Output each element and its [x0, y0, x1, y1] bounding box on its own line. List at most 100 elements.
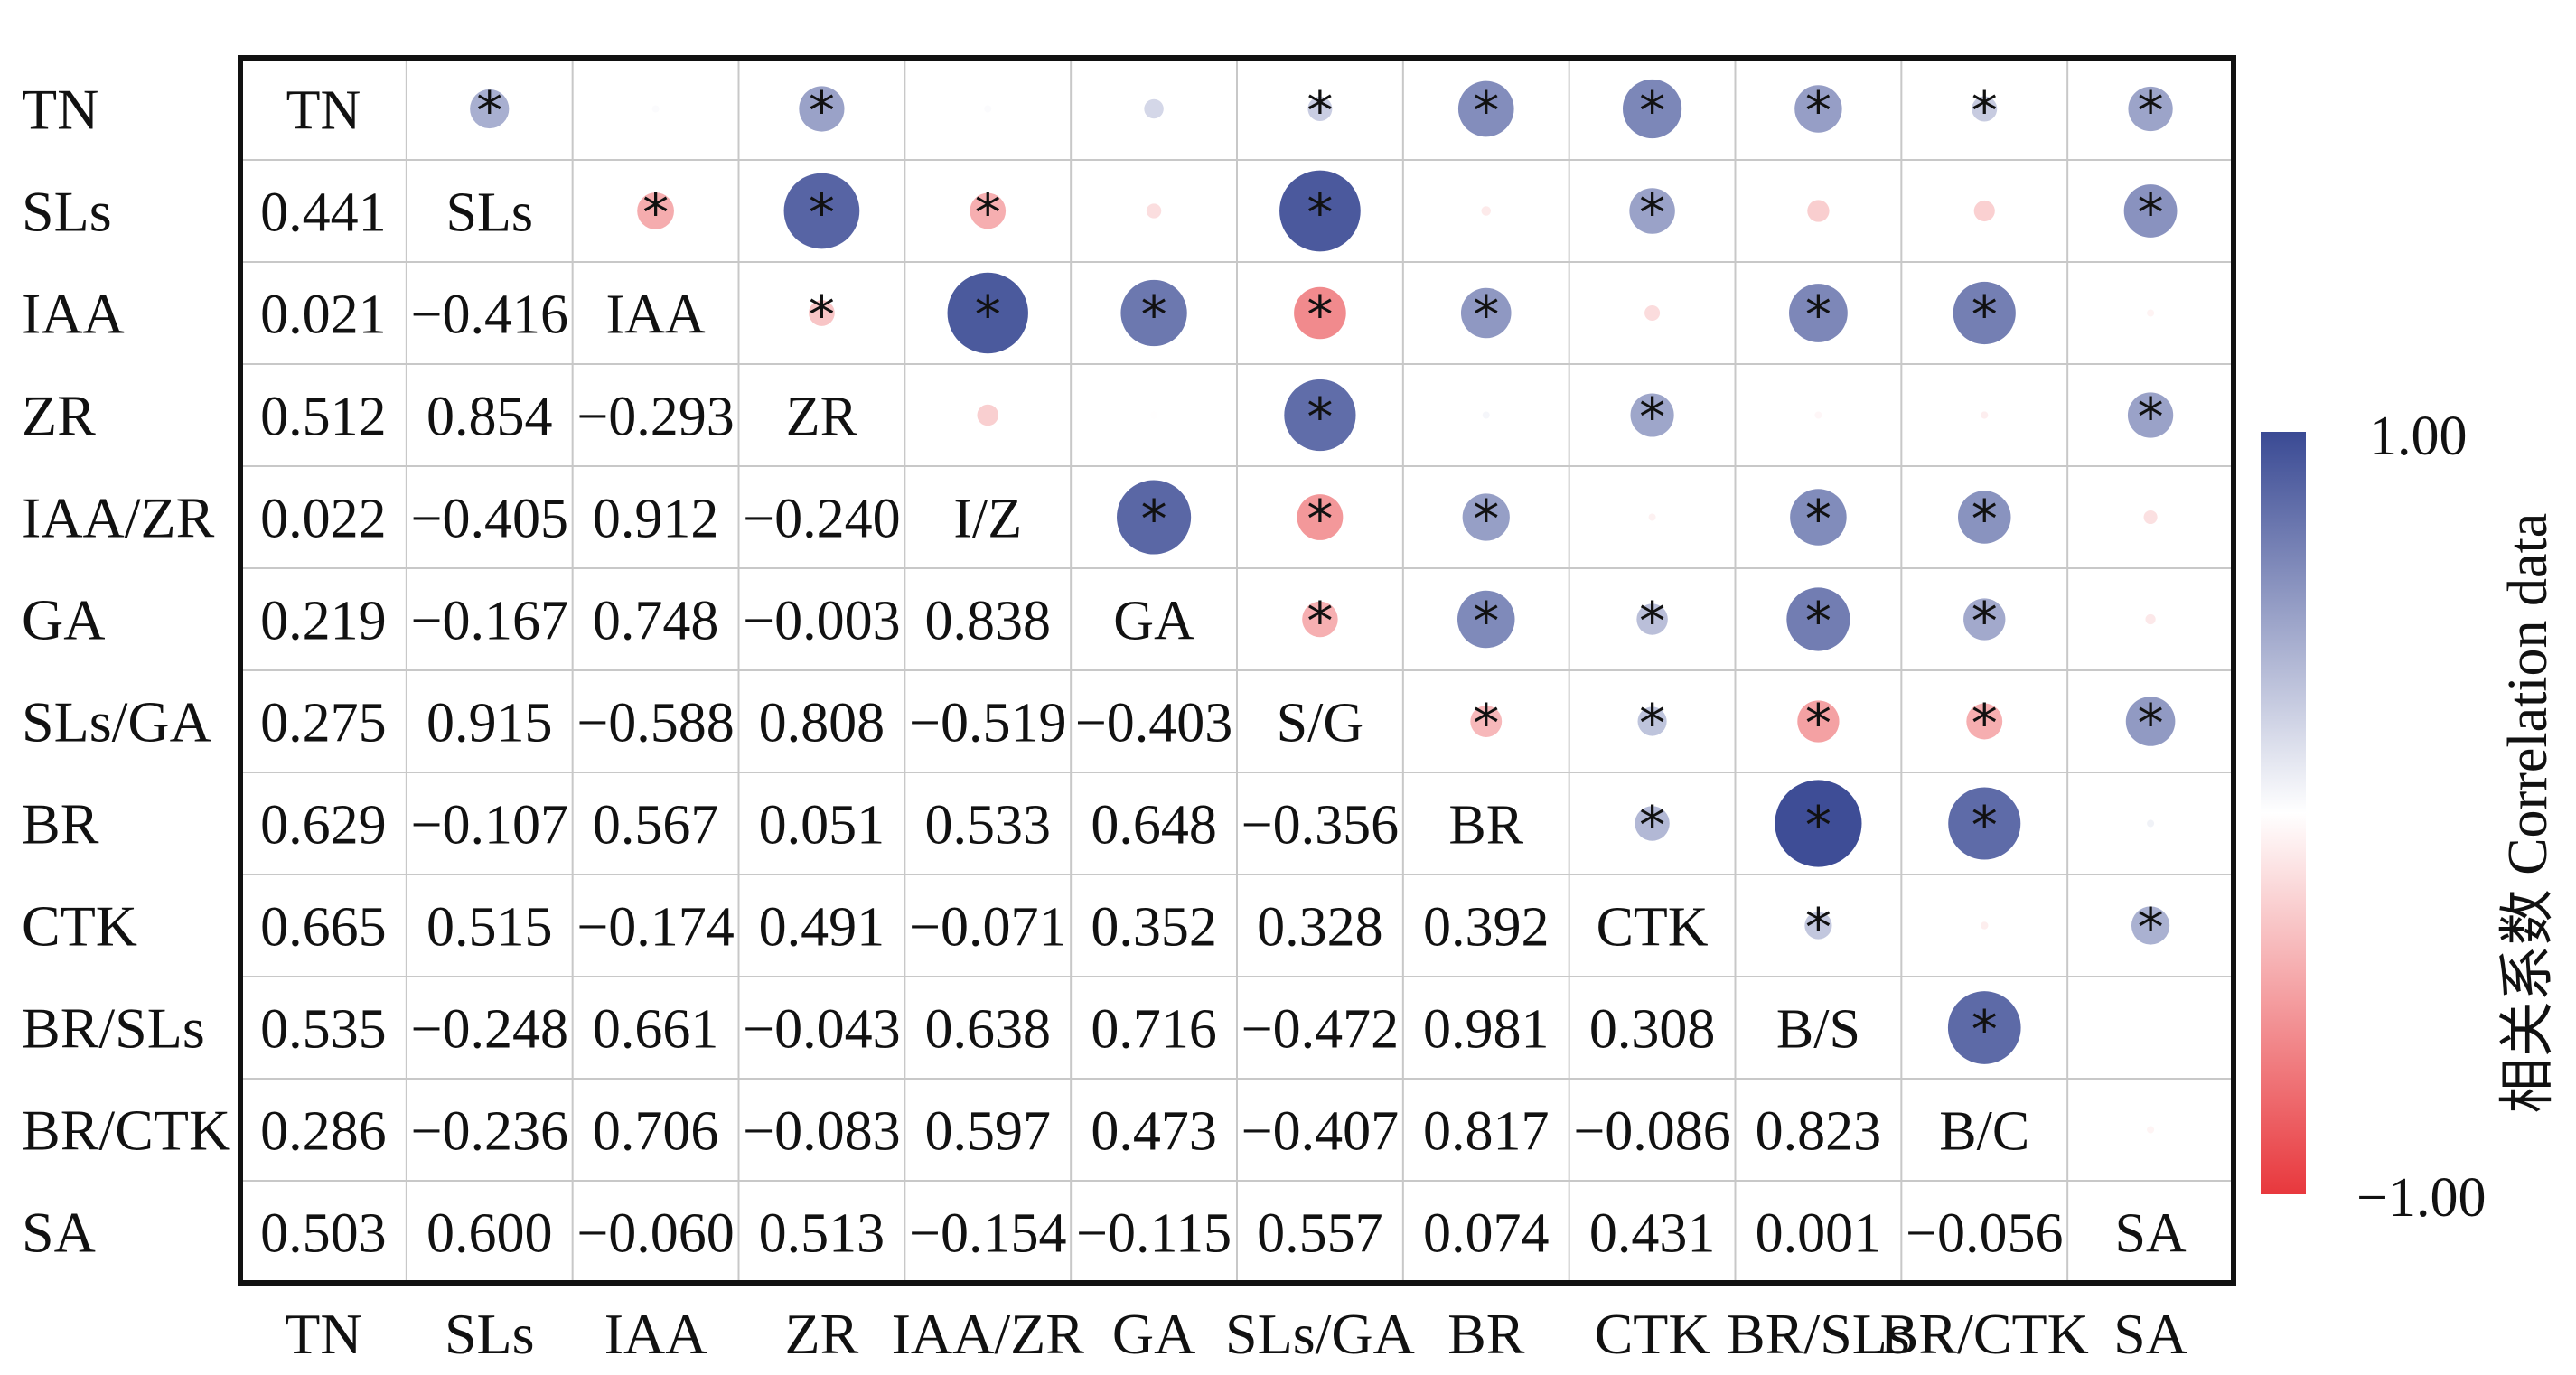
correlation-circle [1644, 304, 1661, 322]
correlation-value: 0.748 [593, 591, 719, 652]
significance-star: * [809, 80, 835, 142]
correlation-circle [1307, 97, 1333, 121]
significance-star: * [809, 285, 835, 346]
correlation-value: −0.174 [576, 897, 734, 959]
significance-star: * [1639, 182, 1665, 244]
correlation-circle [1981, 411, 1989, 419]
correlation-value: 0.308 [1589, 999, 1716, 1061]
correlation-value: 0.473 [1091, 1101, 1217, 1163]
correlation-value: 0.912 [593, 489, 719, 550]
significance-star: * [1805, 285, 1831, 346]
column-label: GA [1112, 1302, 1195, 1366]
significance-star: * [1639, 387, 1665, 448]
row-label: SA [22, 1201, 96, 1265]
correlation-value: −0.167 [411, 591, 568, 652]
column-label: IAA [604, 1302, 707, 1366]
significance-star: * [1972, 693, 1998, 754]
correlation-circle [1279, 170, 1361, 252]
correlation-value: 0.515 [426, 897, 553, 959]
significance-star: * [1473, 591, 1499, 652]
correlation-circle [1797, 700, 1840, 743]
significance-star: * [1473, 285, 1499, 346]
colorbar: 1.00 −1.00 相关系数 Correlation data [2261, 406, 2559, 1229]
correlation-value: −0.293 [576, 387, 734, 448]
row-labels: TN SLs IAA ZR IAA/ZR GA SLs/GA BR CTK BR/SLs BR/CT… [22, 78, 230, 1265]
correlation-value: 0.535 [260, 999, 387, 1061]
correlation-circle [1302, 601, 1338, 638]
correlation-value: 0.661 [593, 999, 719, 1061]
correlation-value: 0.051 [759, 795, 885, 856]
correlation-value: 0.823 [1756, 1101, 1882, 1163]
correlation-circle [1637, 706, 1667, 736]
correlation-value: 0.352 [1091, 897, 1217, 959]
correlation-circle [1462, 493, 1510, 541]
significance-star: * [1639, 80, 1665, 142]
column-label: IAA/ZR [892, 1302, 1085, 1366]
correlation-value: 0.328 [1257, 897, 1383, 959]
correlation-value: 0.533 [925, 795, 1052, 856]
correlation-circle [1981, 921, 1989, 930]
significance-star: * [1972, 999, 1998, 1061]
row-label: BR/SLs [22, 996, 205, 1061]
significance-star: * [1639, 591, 1665, 652]
column-label: BR/SLs [1727, 1302, 1910, 1366]
correlation-value: 0.915 [426, 693, 553, 754]
column-label: ZR [785, 1302, 859, 1366]
row-label: IAA [22, 282, 125, 346]
significance-star: * [1805, 693, 1831, 754]
column-labels: TN SLs IAA ZR IAA/ZR GA SLs/GA BR CTK BR/SLsBR/CT… [285, 1302, 2187, 1366]
row-label: CTK [22, 894, 137, 959]
correlation-value: −0.115 [1076, 1203, 1232, 1265]
correlation-circle [2147, 1126, 2155, 1134]
correlation-circle [1648, 513, 1656, 521]
correlation-circle [470, 89, 510, 129]
correlation-value: 0.513 [759, 1203, 885, 1265]
correlation-value: 0.648 [1091, 795, 1217, 856]
correlation-value: −0.356 [1241, 795, 1399, 856]
correlation-value: −0.043 [743, 999, 900, 1061]
significance-star: * [476, 80, 502, 142]
correlation-value: 0.638 [925, 999, 1052, 1061]
column-label: BR/CTK [1880, 1302, 2089, 1366]
correlation-circle [1629, 188, 1675, 234]
significance-star: * [1972, 489, 1998, 550]
correlation-value: 0.854 [426, 387, 553, 448]
correlation-value: 0.021 [260, 285, 387, 346]
significance-star: * [2138, 897, 2164, 959]
significance-star: * [975, 182, 1001, 244]
correlation-circle [1144, 98, 1164, 119]
correlation-circle [1117, 480, 1192, 555]
significance-star: * [1473, 693, 1499, 754]
significance-star: * [1307, 80, 1333, 142]
diagonal-label: TN [286, 80, 361, 142]
colorbar-gradient [2261, 432, 2306, 1194]
diagonal-label: ZR [786, 387, 858, 448]
correlation-circle [1786, 587, 1850, 651]
diagonal-label: IAA [605, 285, 705, 346]
correlation-circle [1284, 379, 1356, 452]
correlation-value: −0.236 [411, 1101, 568, 1163]
correlation-value: −0.086 [1573, 1101, 1730, 1163]
significance-star: * [1639, 795, 1665, 856]
correlation-value: 0.716 [1091, 999, 1217, 1061]
correlation-value: −0.403 [1075, 693, 1232, 754]
row-label: SLs [22, 180, 112, 244]
correlation-value: 0.808 [759, 693, 885, 754]
correlation-circle [1973, 200, 1995, 222]
correlation-value: 0.503 [260, 1203, 387, 1265]
correlation-circle [1966, 703, 2003, 740]
correlation-value: 0.665 [260, 897, 387, 959]
correlation-circle [977, 404, 999, 426]
correlation-circle [637, 192, 674, 229]
correlation-circle [1948, 787, 2021, 860]
correlation-value: 0.491 [759, 897, 885, 959]
correlation-circle [809, 300, 835, 326]
correlation-value: 0.022 [260, 489, 387, 550]
significance-star: * [1805, 489, 1831, 550]
correlation-circle [1470, 706, 1503, 737]
significance-star: * [1473, 80, 1499, 142]
correlation-circle [1953, 281, 2016, 345]
correlation-value: −0.107 [411, 795, 568, 856]
correlation-value: 0.074 [1423, 1203, 1550, 1265]
